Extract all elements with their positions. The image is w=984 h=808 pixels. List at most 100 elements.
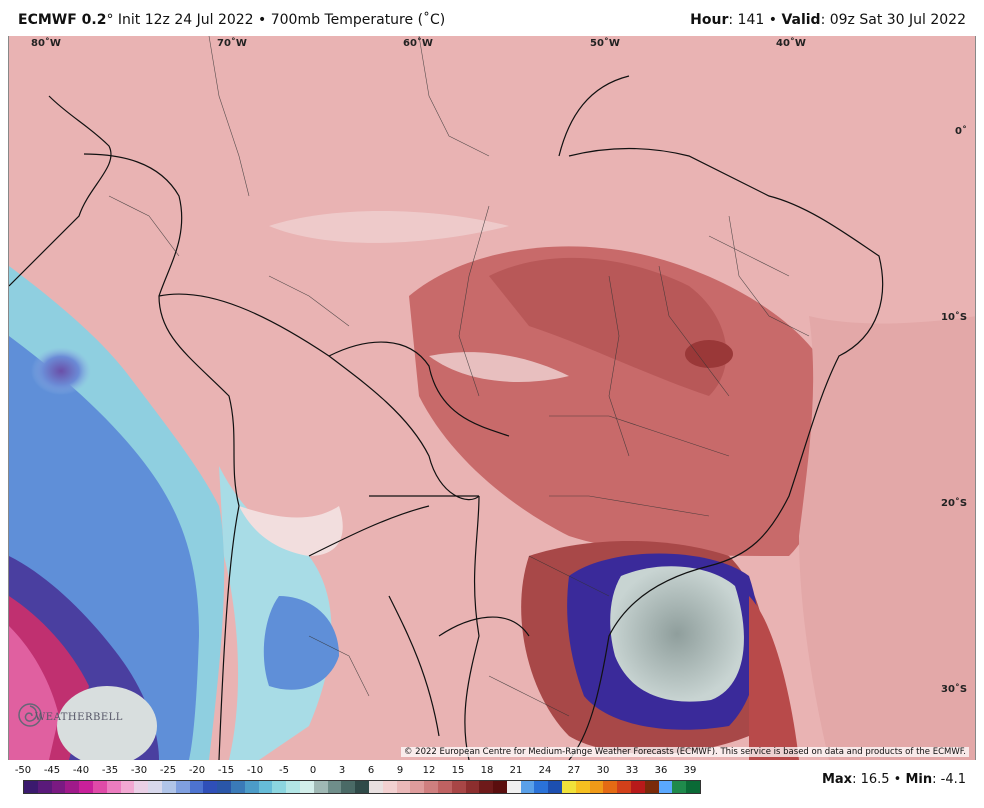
- colorbar-swatch: [410, 781, 425, 793]
- init-info: Init 12z 24 Jul 2022 • 700mb Temperature…: [113, 12, 446, 28]
- colorbar-tick-label: 36: [654, 765, 668, 776]
- legend: -50 -45 -40 -35 -30 -25 -20 -15 -10 -5 0 3 6 9 12 15 18 2…: [0, 760, 984, 808]
- colorbar-swatch: [230, 781, 245, 793]
- colorbar-tick-label: 18: [480, 765, 494, 776]
- colorbar-swatch: [368, 781, 383, 793]
- degree-mark: °: [106, 12, 114, 28]
- max-min-readout: Max: 16.5 • Min: -4.1: [822, 772, 966, 787]
- colorbar-tick-label: 30: [596, 765, 610, 776]
- hour-label: Hour: [690, 12, 729, 28]
- colorbar-swatch: [686, 781, 701, 793]
- colorbar-swatch: [327, 781, 342, 793]
- map-canvas: [9, 36, 975, 760]
- colorbar-swatch: [382, 781, 397, 793]
- colorbar-ticks: -50 -45 -40 -35 -30 -25 -20 -15 -10 -5 0 3 6 9 12 15 18 2…: [15, 765, 703, 779]
- min-value: : -4.1: [932, 772, 966, 787]
- temperature-map[interactable]: 80˚W 70˚W 60˚W 50˚W 40˚W 0˚ 10˚S 20˚S 30…: [8, 36, 976, 760]
- max-label: Max: [821, 772, 853, 787]
- colorbar-tick-label: 3: [338, 765, 346, 776]
- min-label: Min: [905, 772, 933, 787]
- colorbar-tick-label: 15: [451, 765, 465, 776]
- colorbar-swatch: [603, 781, 618, 793]
- lat-label-10s: 10˚S: [941, 312, 968, 323]
- colorbar-swatch: [424, 781, 438, 793]
- model-name: ECMWF 0.2: [18, 12, 107, 28]
- colorbar-swatch: [217, 781, 231, 793]
- colorbar-tick-label: 21: [509, 765, 523, 776]
- weatherbell-logo: WEATHERBELL: [17, 698, 122, 738]
- colorbar-swatch: [355, 781, 369, 793]
- colorbar-tick-label: -5: [279, 765, 289, 776]
- colorbar-tick-label: 0: [309, 765, 317, 776]
- colorbar-swatch: [396, 781, 411, 793]
- colorbar-swatch: [148, 781, 162, 793]
- colorbar-swatch: [493, 781, 507, 793]
- colorbar-swatch: [286, 781, 300, 793]
- colorbar-swatch: [465, 781, 480, 793]
- colorbar-tick-label: 12: [422, 765, 436, 776]
- colorbar-tick-label: 24: [538, 765, 552, 776]
- colorbar-swatch: [37, 781, 52, 793]
- colorbar-tick-label: -25: [159, 765, 177, 776]
- colorbar-swatch: [79, 781, 93, 793]
- colorbar-tick-label: -30: [130, 765, 148, 776]
- state-borders: [108, 36, 810, 717]
- colorbar-tick-label: -10: [246, 765, 264, 776]
- colorbar-tick-label: 33: [625, 765, 639, 776]
- lat-label-30s: 30˚S: [941, 684, 968, 695]
- lon-label-80w: 80˚W: [31, 38, 61, 49]
- colorbar-swatch: [437, 781, 452, 793]
- colorbar: [23, 780, 701, 794]
- colorbar-swatch: [189, 781, 204, 793]
- max-value: : 16.5 •: [852, 772, 906, 787]
- map-title: ECMWF 0.2° Init 12z 24 Jul 2022 • 700mb …: [18, 12, 445, 28]
- colorbar-swatch: [575, 781, 590, 793]
- lat-label-0: 0˚: [955, 126, 967, 137]
- colorbar-swatch: [658, 781, 673, 793]
- colorbar-swatch: [134, 781, 149, 793]
- colorbar-tick-label: -20: [188, 765, 206, 776]
- valid-value: : 09z Sat 30 Jul 2022: [820, 12, 966, 28]
- colorbar-tick-label: -35: [101, 765, 119, 776]
- hour-value: : 141 •: [728, 12, 782, 28]
- colorbar-swatch: [589, 781, 604, 793]
- coastline-borders: [9, 75, 884, 760]
- colorbar-swatch: [203, 781, 218, 793]
- colorbar-swatch: [299, 781, 314, 793]
- lon-label-60w: 60˚W: [403, 38, 433, 49]
- copyright-notice: © 2022 European Centre for Medium-Range …: [400, 747, 969, 757]
- colorbar-swatch: [106, 781, 121, 793]
- colorbar-tick-label: 6: [367, 765, 375, 776]
- lon-label-70w: 70˚W: [217, 38, 247, 49]
- logo-text: WEATHERBELL: [35, 712, 123, 723]
- colorbar-swatch: [451, 781, 466, 793]
- colorbar-swatch: [506, 781, 521, 793]
- colorbar-swatch: [479, 781, 494, 793]
- colorbar-tick-label: -45: [43, 765, 61, 776]
- swirl-icon: [18, 703, 42, 727]
- colorbar-swatch: [548, 781, 563, 793]
- colorbar-tick-label: 27: [567, 765, 581, 776]
- lat-label-20s: 20˚S: [941, 498, 968, 509]
- colorbar-swatch: [313, 781, 328, 793]
- colorbar-swatch: [24, 781, 38, 793]
- colorbar-tick-label: -50: [14, 765, 32, 776]
- colorbar-swatch: [272, 781, 287, 793]
- colorbar-swatch: [65, 781, 80, 793]
- valid-label: Valid: [781, 12, 821, 28]
- valid-time: Hour: 141 • Valid: 09z Sat 30 Jul 2022: [690, 12, 966, 28]
- colorbar-tick-label: 39: [683, 765, 697, 776]
- colorbar-swatch: [92, 781, 107, 793]
- colorbar-tick-label: 9: [396, 765, 404, 776]
- lon-label-40w: 40˚W: [776, 38, 806, 49]
- colorbar-tick-label: -15: [217, 765, 235, 776]
- colorbar-tick-label: -40: [72, 765, 90, 776]
- lon-label-50w: 50˚W: [590, 38, 620, 49]
- colorbar-swatch: [120, 781, 135, 793]
- colorbar-swatch: [51, 781, 66, 793]
- colorbar-swatch: [520, 781, 535, 793]
- colorbar-swatch: [672, 781, 687, 793]
- colorbar-swatch: [617, 781, 632, 793]
- colorbar-swatch: [562, 781, 576, 793]
- colorbar-swatch: [161, 781, 176, 793]
